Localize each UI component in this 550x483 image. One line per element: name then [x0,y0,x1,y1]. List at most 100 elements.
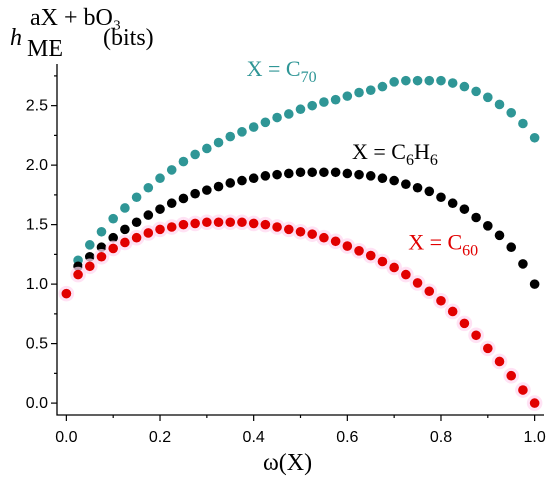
data-point [73,269,83,280]
x-axis-title: ω(X) [263,450,312,476]
data-point [155,204,165,214]
y-tick-label: 2.0 [26,157,48,174]
data-point [237,127,247,137]
data-point [143,228,154,238]
data-point [120,224,130,235]
data-point [295,104,306,115]
data-point [424,186,435,197]
data-point [424,286,435,297]
data-point [459,204,470,214]
data-point [307,167,318,178]
x-tick-label: 0.2 [149,429,171,446]
data-point [155,173,165,184]
data-point [365,250,376,261]
data-point [342,168,353,179]
data-point [295,226,306,237]
data-point [143,182,154,193]
data-point [237,175,247,186]
data-point [412,278,423,288]
data-point [283,168,294,179]
series-labels: X = C70 X = C6H6 X = C60 [247,56,479,260]
data-point [412,182,423,193]
data-point [459,81,470,92]
data-point [295,167,306,178]
y-axis-title-base: h [10,25,22,51]
data-point [178,156,189,167]
data-point [436,192,446,203]
data-point [272,112,282,123]
series-label-2: X = C60 [408,230,478,260]
data-point [319,97,329,107]
series-label-1: X = C6H6 [352,139,438,169]
data-point [166,165,177,175]
data-point [155,224,165,235]
data-point [108,243,118,254]
data-point [506,107,517,118]
data-point [401,75,411,86]
data-point [354,246,364,256]
data-point [248,122,259,132]
y-axis-title-subscript: ME [27,36,63,62]
data-point [529,279,540,289]
data-point [108,213,118,224]
data-point [178,193,189,204]
data-point [202,143,212,154]
data-point [459,318,470,329]
data-point [354,87,364,98]
data-point [436,295,446,306]
data-point [330,236,341,247]
data-point [330,167,341,178]
data-point [283,109,294,119]
data-point [202,217,212,228]
data-point [447,78,458,88]
data-point [260,171,271,181]
data-point [330,94,341,105]
data-point [96,251,107,262]
data-point [190,149,200,160]
data-point [84,240,95,250]
data-point [260,219,271,230]
data-point [483,343,493,354]
y-axis-title: h ME aX + bO₃ (bits) [10,5,154,62]
data-point [365,85,376,95]
data-point [166,222,177,232]
y-tick-label: 2.5 [26,98,48,115]
data-point [272,222,282,232]
data-point [494,356,505,367]
data-point [213,217,224,228]
y-axis-title-superscript: aX + bO₃ [30,5,121,31]
data-point [237,217,247,228]
data-point [436,75,446,86]
data-point [260,117,271,128]
data-point [424,75,435,86]
data-point [202,185,212,195]
data-point [412,75,423,86]
data-point [377,256,388,267]
data-point [518,118,528,129]
y-tick-label: 0.5 [26,336,48,353]
data-point [178,219,189,230]
data-point [494,230,505,241]
data-point [506,242,517,253]
data-point [190,218,200,229]
data-point [225,217,236,228]
data-point [471,212,481,223]
data-point [529,132,540,143]
series-layer [58,75,543,411]
data-point [389,77,399,87]
y-tick-label: 1.0 [26,276,48,293]
data-point [307,100,318,111]
y-axis-title-suffix: (bits) [103,25,154,51]
axes [56,64,544,416]
data-point [401,179,411,189]
data-point [447,198,458,209]
data-point [377,81,388,92]
data-point [377,173,388,184]
series-1 [61,167,540,299]
data-point [447,306,458,317]
data-point [131,217,142,228]
data-point [131,192,142,203]
data-point [471,330,481,341]
y-tick-label: 0.0 [26,395,48,412]
